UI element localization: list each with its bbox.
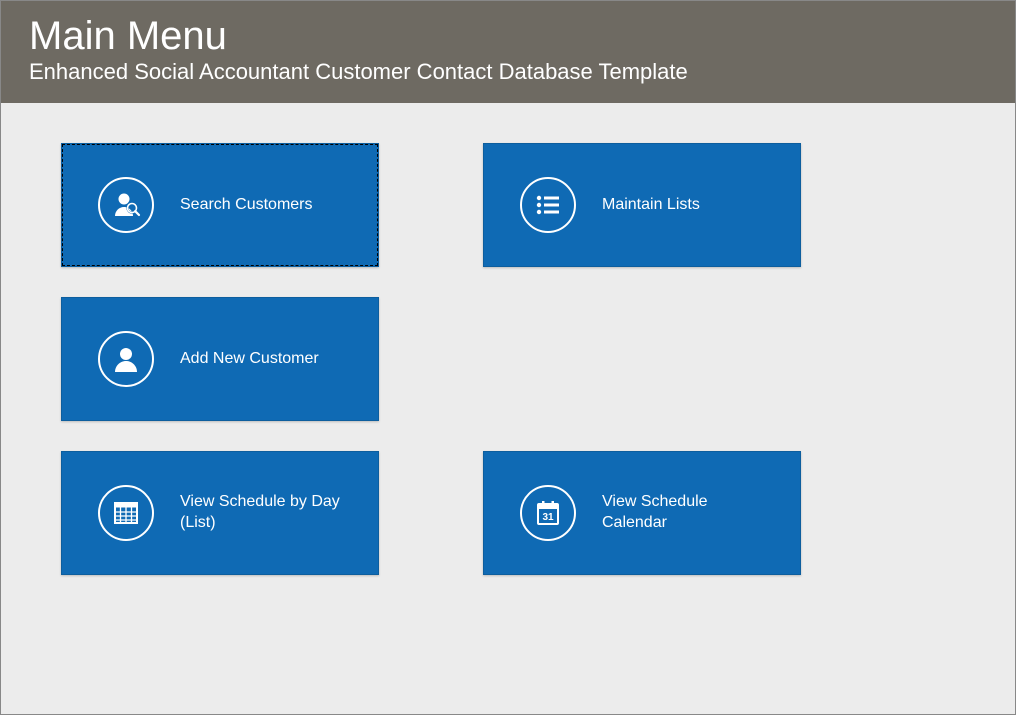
tile-label: View Schedule Calendar (602, 492, 762, 534)
tile-label: Search Customers (180, 195, 313, 216)
maintain-lists-tile[interactable]: Maintain Lists (483, 143, 801, 267)
add-new-customer-tile[interactable]: Add New Customer (61, 297, 379, 421)
person-search-icon (98, 177, 154, 233)
view-schedule-by-day-tile[interactable]: View Schedule by Day (List) (61, 451, 379, 575)
svg-text:31: 31 (542, 512, 554, 523)
list-icon (520, 177, 576, 233)
search-customers-tile[interactable]: Search Customers (61, 143, 379, 267)
tile-label: Maintain Lists (602, 195, 700, 216)
person-icon (98, 331, 154, 387)
calendar-day-icon: 31 (520, 485, 576, 541)
main-menu-grid: Search Customers Maintain Lists Add New … (1, 103, 1015, 615)
tile-label: Add New Customer (180, 349, 319, 370)
header: Main Menu Enhanced Social Accountant Cus… (1, 1, 1015, 103)
page-subtitle: Enhanced Social Accountant Customer Cont… (29, 59, 987, 85)
calendar-grid-icon (98, 485, 154, 541)
view-schedule-calendar-tile[interactable]: 31 View Schedule Calendar (483, 451, 801, 575)
page-title: Main Menu (29, 15, 987, 57)
tile-label: View Schedule by Day (List) (180, 492, 340, 534)
